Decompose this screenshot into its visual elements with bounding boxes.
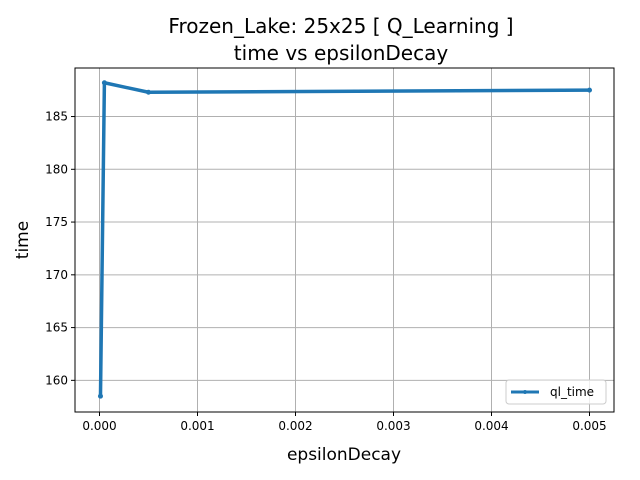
grid-lines (75, 68, 614, 412)
plot-frame (74, 67, 615, 413)
y-tick-label: 165 (45, 321, 68, 335)
data-point (587, 87, 592, 93)
x-tick-label: 0.002 (278, 419, 312, 433)
y-tick-label: 185 (45, 110, 68, 124)
x-tick-label: 0.004 (474, 419, 508, 433)
y-tick-label: 175 (45, 215, 68, 229)
y-axis-label: time (13, 221, 33, 259)
x-tick-label: 0.001 (180, 419, 214, 433)
data-point (101, 80, 107, 86)
data-point (97, 393, 103, 399)
y-tick-label: 160 (45, 373, 68, 387)
data-point (146, 89, 151, 95)
y-tick-label: 180 (45, 162, 68, 176)
series-line-ql_time (98, 81, 592, 398)
chart-title-line1: Frozen_Lake: 25x25 [ Q_Learning ] (168, 14, 513, 38)
x-tick-label: 0.005 (572, 419, 606, 433)
legend: ql_time (505, 379, 607, 405)
series-layer (97, 80, 592, 399)
axis-ticks: 0.000 0.001 0.002 0.003 0.004 0.005 160 165 170 1… (45, 110, 607, 433)
x-tick-label: 0.000 (82, 419, 116, 433)
x-axis-label: epsilonDecay (287, 445, 401, 465)
legend-box (505, 379, 607, 405)
chart-title-line2: time vs epsilonDecay (234, 41, 449, 65)
legend-label-ql-time: ql_time (550, 385, 594, 399)
x-tick-label: 0.003 (376, 419, 410, 433)
legend-marker-ql-time (523, 390, 527, 394)
y-tick-label: 170 (45, 268, 68, 282)
